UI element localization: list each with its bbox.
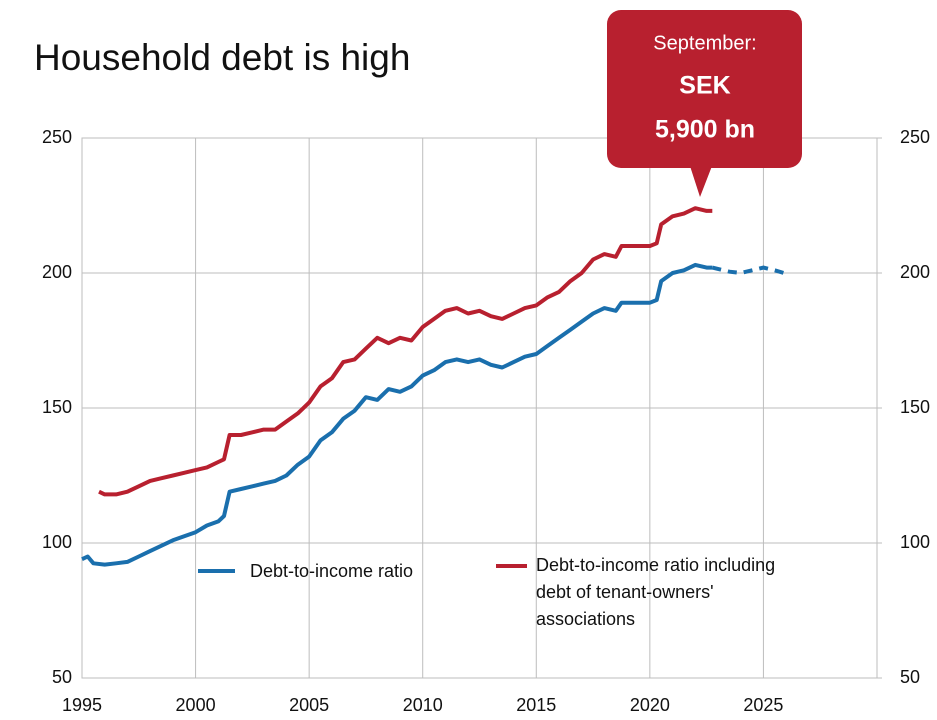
series-line	[81, 262, 713, 567]
y-tick-label: 150	[42, 397, 72, 417]
y-tick-label: 50	[52, 667, 72, 687]
x-tick-label: 2005	[289, 695, 329, 715]
annotation-text: 5,900 bn	[655, 116, 755, 144]
y2-tick-label: 100	[900, 532, 930, 552]
legend-label: Debt-to-income ratio including debt of t…	[536, 555, 776, 629]
x-tick-label: 1995	[62, 695, 102, 715]
y2-tick-label: 50	[900, 667, 920, 687]
x-tick-label: 2010	[403, 695, 443, 715]
x-tick-label: 2000	[176, 695, 216, 715]
annotation-pointer	[690, 166, 712, 197]
plot-frame	[81, 137, 878, 679]
x-tick-label: 2025	[743, 695, 783, 715]
y-tick-label: 250	[42, 127, 72, 147]
y2-tick-label: 200	[900, 262, 930, 282]
annotation-box	[607, 10, 802, 168]
forecast-line	[711, 265, 785, 276]
annotation-text: SEK	[679, 72, 730, 100]
y-tick-label: 200	[42, 262, 72, 282]
x-tick-label: 2015	[516, 695, 556, 715]
y2-tick-label: 250	[900, 127, 930, 147]
y-tick-label: 100	[42, 532, 72, 552]
annotation-text: September:	[653, 32, 756, 54]
chart-title: Household debt is high	[34, 37, 410, 78]
legend-label: Debt-to-income ratio	[250, 561, 414, 581]
series-line	[98, 206, 713, 497]
y2-tick-label: 150	[900, 397, 930, 417]
x-tick-label: 2020	[630, 695, 670, 715]
